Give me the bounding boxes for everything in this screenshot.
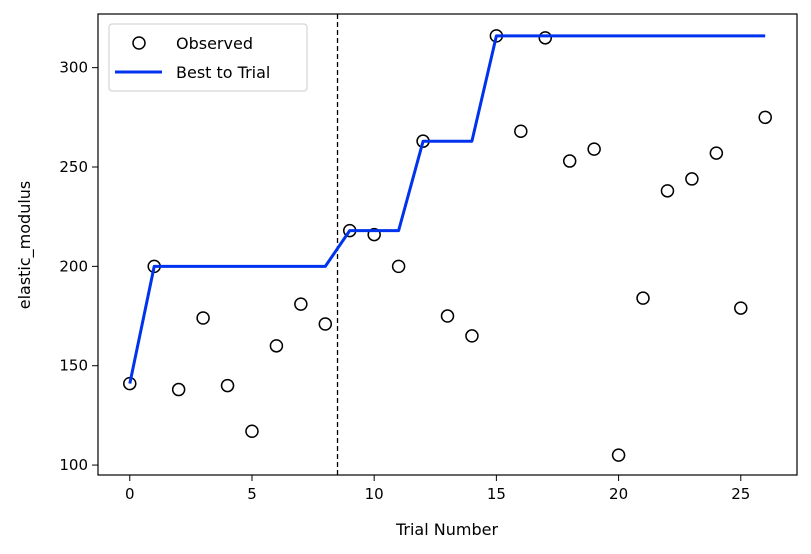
legend: Observed Best to Trial	[108, 23, 308, 92]
observed-point	[220, 378, 235, 393]
legend-best-label: Best to Trial	[176, 63, 270, 82]
y-tick-label: 150	[59, 357, 88, 375]
observed-point	[758, 110, 772, 125]
y-tick-label: 200	[59, 257, 88, 275]
observed-point	[245, 424, 259, 439]
plot-content	[123, 14, 772, 475]
observed-point	[685, 172, 699, 186]
observed-point	[660, 184, 675, 198]
x-axis: 0 5 10 15 20 25	[125, 475, 750, 503]
plot-frame	[97, 13, 798, 476]
legend-observed-marker	[132, 36, 146, 50]
observed-point	[294, 297, 308, 311]
observed-point	[391, 259, 406, 274]
x-tick-label: 0	[125, 485, 135, 503]
x-tick-label: 15	[487, 485, 506, 503]
x-tick-label: 20	[609, 485, 628, 503]
observed-point	[367, 227, 381, 242]
observed-point	[636, 291, 650, 305]
x-tick-label: 5	[247, 485, 257, 503]
x-axis-label: Trial Number	[395, 520, 498, 539]
observed-point	[440, 309, 455, 323]
y-tick-label: 300	[59, 59, 88, 77]
observed-point	[514, 124, 528, 138]
y-axis: 100 150 200 250 300	[59, 59, 98, 474]
observed-point	[196, 311, 210, 325]
observed-point	[562, 154, 577, 168]
observed-point	[318, 317, 333, 331]
observed-point	[734, 301, 748, 315]
y-axis-label: elastic_modulus	[15, 181, 35, 310]
x-tick-label: 10	[365, 485, 384, 503]
observed-point	[171, 382, 186, 397]
legend-observed-label: Observed	[176, 34, 253, 53]
observed-point	[538, 31, 553, 45]
legend-box	[108, 23, 308, 92]
observed-point	[465, 329, 479, 343]
observed-point	[269, 339, 284, 353]
y-tick-label: 100	[59, 456, 88, 474]
observed-point	[709, 146, 724, 160]
y-tick-label: 250	[59, 158, 88, 176]
observed-point	[611, 448, 626, 462]
x-tick-label: 25	[731, 485, 750, 503]
best-to-trial-line	[128, 34, 766, 384]
observed-point	[587, 142, 601, 156]
